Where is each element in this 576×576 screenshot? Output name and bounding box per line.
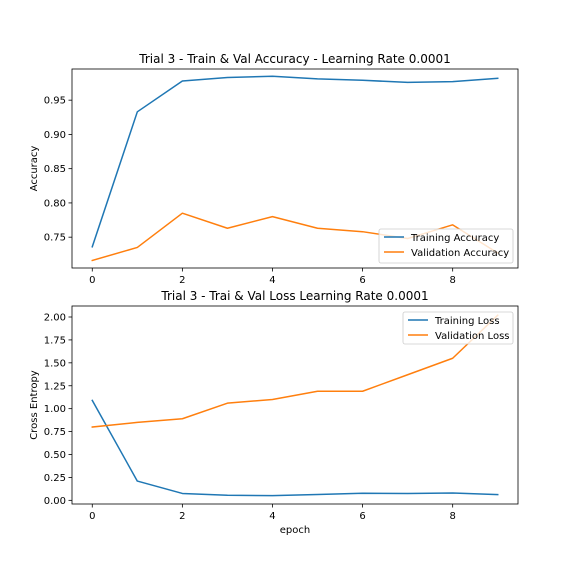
loss-y-tick-label: 1.75 [44,335,66,346]
loss-legend-box [402,311,514,345]
loss-y-tick-label: 1.25 [44,381,66,392]
series-line-validation-loss [91,314,499,428]
loss-ticks: 0 2 4 6 8 0.00 0.25 0.50 0.75 1.00 1.25 1.50 1.75 2.0… [44,313,456,523]
accuracy-plot-frame [71,68,519,269]
loss-x-tick-label: 8 [449,511,455,522]
legend-label-training-accuracy: Training Accuracy [410,233,499,244]
loss-y-tick-label: 1.50 [44,358,66,369]
accuracy-y-tick-label: 0.75 [44,233,66,244]
loss-legend: Training Loss Validation Loss [402,311,514,345]
loss-y-tick-label: 2.00 [44,313,66,324]
loss-x-tick-label: 2 [179,511,185,522]
loss-y-axis-label: Cross Entropy [29,370,40,440]
loss-plot-frame [71,305,519,505]
legend-label-training-loss: Training Loss [434,316,500,327]
accuracy-y-tick-label: 0.80 [44,198,66,209]
series-line-training-accuracy [91,75,499,248]
accuracy-x-tick-label: 4 [269,275,275,286]
loss-x-axis-label: epoch [280,525,310,536]
accuracy-legend-box [378,228,514,264]
loss-x-tick-label: 6 [359,511,365,522]
accuracy-y-tick-label: 0.95 [44,96,66,107]
loss-chart-title: Trial 3 - Trai & Val Loss Learning Rate … [160,289,428,303]
accuracy-ticks: 0 2 4 6 8 0.75 0.80 0.85 0.90 0.95 [44,96,456,286]
accuracy-x-tick-label: 0 [89,275,95,286]
accuracy-y-tick-label: 0.85 [44,164,66,175]
accuracy-chart-title: Trial 3 - Train & Val Accuracy - Learnin… [138,52,450,66]
accuracy-x-tick-label: 6 [359,275,365,286]
loss-y-tick-label: 1.00 [44,404,66,415]
accuracy-legend: Training Accuracy Validation Accuracy [378,228,514,264]
loss-y-tick-label: 0.25 [44,473,66,484]
loss-lines [91,314,499,497]
loss-y-tick-label: 0.00 [44,496,66,507]
accuracy-x-tick-label: 2 [179,275,185,286]
series-line-training-loss [91,399,499,497]
loss-x-tick-label: 4 [269,511,275,522]
accuracy-x-tick-label: 8 [449,275,455,286]
loss-y-tick-label: 0.75 [44,427,66,438]
loss-chart: Trial 3 - Trai & Val Loss Learning Rate … [29,289,519,536]
legend-label-validation-accuracy: Validation Accuracy [411,248,509,259]
accuracy-y-axis-label: Accuracy [29,146,40,192]
loss-x-tick-label: 0 [89,511,95,522]
accuracy-y-tick-label: 0.90 [44,130,66,141]
accuracy-chart: Trial 3 - Train & Val Accuracy - Learnin… [29,52,519,286]
loss-y-tick-label: 0.50 [44,450,66,461]
legend-label-validation-loss: Validation Loss [435,331,510,342]
